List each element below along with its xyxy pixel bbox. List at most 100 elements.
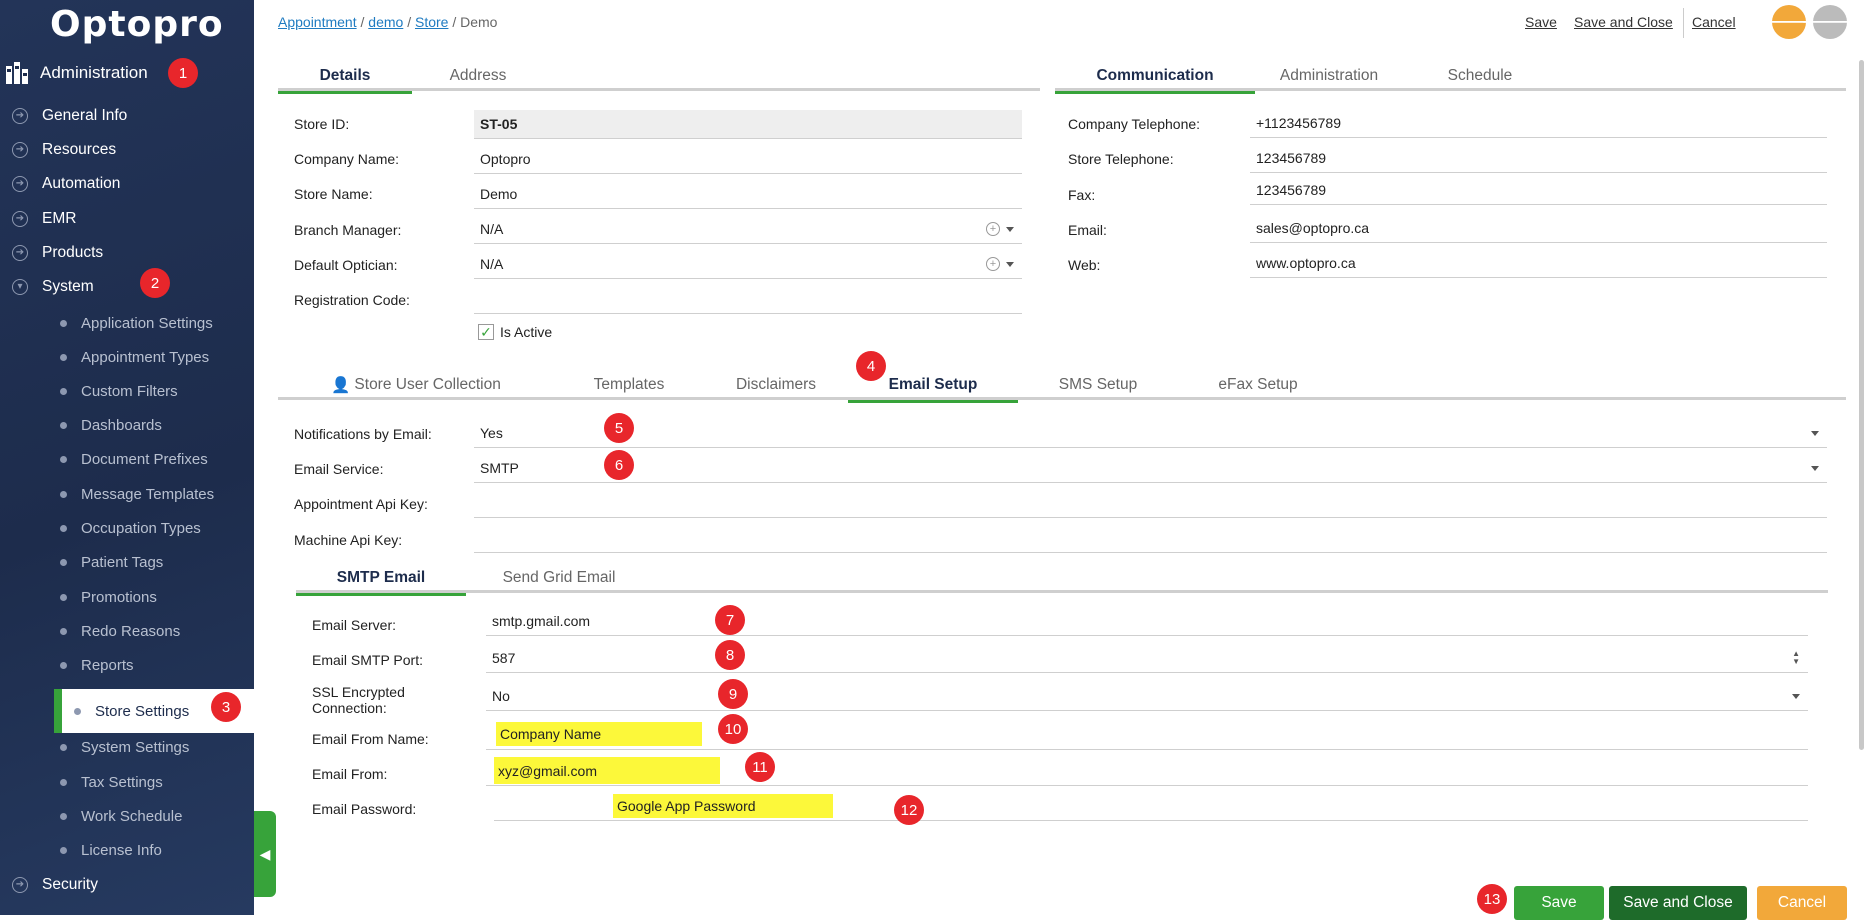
ssl-select[interactable]: No xyxy=(486,682,1808,711)
email-service-select[interactable]: SMTP xyxy=(474,454,1827,483)
tab-efax-setup[interactable]: eFax Setup xyxy=(1218,376,1298,393)
top-save-close-link[interactable]: Save and Close xyxy=(1574,14,1673,30)
from-name-row xyxy=(486,721,1808,750)
sidebar-collapse-button[interactable]: ◀ xyxy=(254,811,276,897)
sidebar-subitem-tax-settings[interactable]: Tax Settings xyxy=(60,770,163,794)
tab-smtp-email[interactable]: SMTP Email xyxy=(296,563,466,596)
add-icon[interactable]: + xyxy=(986,222,1000,236)
sidebar-item-general-info[interactable]: ➔ General Info xyxy=(12,103,127,129)
checkbox-checked-icon[interactable]: ✓ xyxy=(478,324,494,340)
sidebar: Optopro Administration ➔ General Info ➔ Re… xyxy=(0,0,254,915)
sidebar-item-products[interactable]: ➔ Products xyxy=(12,240,103,266)
sidebar-subitem-license-info[interactable]: License Info xyxy=(60,838,162,862)
sidebar-item-resources[interactable]: ➔ Resources xyxy=(12,137,116,163)
arrow-circle-icon: ➔ xyxy=(12,108,28,124)
email-label: Email: xyxy=(1068,222,1107,238)
step-badge: 6 xyxy=(604,450,634,480)
fax-input[interactable]: 123456789 xyxy=(1250,176,1827,205)
sidebar-subitem-message-templates[interactable]: Message Templates xyxy=(60,482,214,506)
notifications-select[interactable]: Yes xyxy=(474,419,1827,448)
arrow-circle-icon: ➔ xyxy=(12,176,28,192)
tab-store-user-collection[interactable]: 👤 Store User Collection xyxy=(331,376,501,394)
bullet-icon xyxy=(60,455,67,463)
add-icon[interactable]: + xyxy=(986,257,1000,271)
top-cancel-link[interactable]: Cancel xyxy=(1692,14,1736,30)
step-badge: 4 xyxy=(856,351,886,381)
sidebar-item-security[interactable]: ➔ Security xyxy=(12,872,98,898)
cancel-button[interactable]: Cancel xyxy=(1757,886,1847,920)
breadcrumb-appointment-link[interactable]: Appointment xyxy=(278,14,357,30)
sidebar-subitem-document-prefixes[interactable]: Document Prefixes xyxy=(60,447,208,471)
company-tel-label: Company Telephone: xyxy=(1068,116,1201,132)
sidebar-subitem-occupation-types[interactable]: Occupation Types xyxy=(60,516,201,540)
appointment-api-key-label: Appointment Api Key: xyxy=(294,496,428,512)
email-password-input[interactable]: Google App Password xyxy=(613,794,833,818)
next-record-button[interactable]: 🡒 xyxy=(1801,5,1860,39)
tab-email-setup[interactable]: Email Setup xyxy=(848,370,1018,403)
bullet-icon xyxy=(60,846,67,854)
default-optician-label: Default Optician: xyxy=(294,257,398,273)
branch-manager-select[interactable]: N/A + xyxy=(474,215,1022,244)
save-button[interactable]: Save xyxy=(1514,886,1604,920)
from-name-input[interactable]: Company Name xyxy=(496,722,702,746)
sidebar-subitem-appointment-types[interactable]: Appointment Types xyxy=(60,345,209,369)
sidebar-subitem-promotions[interactable]: Promotions xyxy=(60,585,157,609)
machine-api-key-input[interactable] xyxy=(474,524,1827,553)
chevron-down-icon xyxy=(1792,694,1800,699)
default-optician-select[interactable]: N/A + xyxy=(474,250,1022,279)
sidebar-subitem-custom-filters[interactable]: Custom Filters xyxy=(60,379,178,403)
tab-schedule[interactable]: Schedule xyxy=(1447,67,1513,84)
bullet-icon xyxy=(74,707,81,715)
bullet-icon xyxy=(60,593,67,601)
prev-record-button[interactable]: 🡐 xyxy=(1760,5,1819,39)
tab-templates[interactable]: Templates xyxy=(593,376,665,393)
is-active-label: Is Active xyxy=(500,324,553,340)
web-input[interactable]: www.optopro.ca xyxy=(1250,249,1827,278)
tab-send-grid-email[interactable]: Send Grid Email xyxy=(502,569,616,586)
email-service-label: Email Service: xyxy=(294,461,384,477)
tab-administration[interactable]: Administration xyxy=(1279,67,1379,84)
stepper-icon[interactable]: ▲ ▼ xyxy=(1792,649,1800,666)
tab-details[interactable]: Details xyxy=(278,61,412,94)
tab-sms-setup[interactable]: SMS Setup xyxy=(1058,376,1138,393)
bullet-icon xyxy=(60,353,67,361)
bullet-icon xyxy=(60,812,67,820)
save-and-close-button[interactable]: Save and Close xyxy=(1609,886,1747,920)
tab-disclaimers[interactable]: Disclaimers xyxy=(735,376,817,393)
breadcrumb: Appointment / demo / Store / Demo xyxy=(278,14,498,30)
tab-communication[interactable]: Communication xyxy=(1055,61,1255,94)
step-badge: 10 xyxy=(718,714,748,744)
sidebar-item-automation[interactable]: ➔ Automation xyxy=(12,171,120,197)
sidebar-subitem-system-settings[interactable]: System Settings xyxy=(60,735,189,759)
sidebar-subitem-redo-reasons[interactable]: Redo Reasons xyxy=(60,619,180,643)
store-id-field: ST-05 xyxy=(474,110,1022,139)
breadcrumb-store-link[interactable]: Store xyxy=(414,14,449,30)
email-input[interactable]: sales@optopro.ca xyxy=(1250,214,1827,243)
step-badge: 9 xyxy=(718,679,748,709)
email-server-input[interactable]: smtp.gmail.com xyxy=(486,607,1808,636)
sidebar-subitem-reports[interactable]: Reports xyxy=(60,653,134,677)
appointment-api-key-input[interactable] xyxy=(474,489,1827,518)
company-tel-input[interactable]: +1123456789 xyxy=(1250,109,1827,138)
sidebar-subitem-application-settings[interactable]: Application Settings xyxy=(60,311,213,335)
company-name-input[interactable]: Optopro xyxy=(474,145,1022,174)
sidebar-subitem-dashboards[interactable]: Dashboards xyxy=(60,413,162,437)
scrollbar[interactable] xyxy=(1859,60,1864,750)
email-from-input[interactable]: xyz@gmail.com xyxy=(494,757,720,784)
is-active-checkbox-row[interactable]: ✓ Is Active xyxy=(478,324,552,340)
store-tel-input[interactable]: 123456789 xyxy=(1250,144,1827,173)
company-name-label: Company Name: xyxy=(294,151,400,167)
store-name-input[interactable]: Demo xyxy=(474,180,1022,209)
sidebar-section-administration[interactable]: Administration xyxy=(4,58,148,88)
breadcrumb-demo-link[interactable]: demo xyxy=(368,14,404,30)
sidebar-item-emr[interactable]: ➔ EMR xyxy=(12,206,76,232)
sidebar-item-system[interactable]: ▾ System xyxy=(12,274,94,300)
registration-code-input[interactable] xyxy=(474,285,1022,314)
top-save-link[interactable]: Save xyxy=(1525,14,1557,30)
smtp-port-input[interactable]: 587 ▲ ▼ xyxy=(486,644,1808,673)
breadcrumb-current: Demo xyxy=(460,14,498,30)
tab-address[interactable]: Address xyxy=(449,67,507,84)
sidebar-subitem-work-schedule[interactable]: Work Schedule xyxy=(60,804,182,828)
sidebar-subitem-patient-tags[interactable]: Patient Tags xyxy=(60,550,163,574)
step-badge: 3 xyxy=(211,692,241,722)
